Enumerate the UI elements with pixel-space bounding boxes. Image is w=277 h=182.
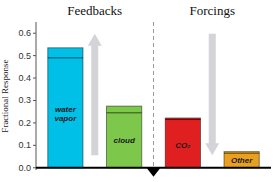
bar [224,152,259,168]
y-axis-label: Fractional Response [0,59,10,132]
y-tick-label: 0.1 [18,140,31,150]
bar-label-line: vapor [54,114,77,123]
y-tick [33,78,36,79]
y-tick [33,167,36,168]
y-tick-label: 0.4 [18,73,31,83]
bar-label: CO₂ [175,141,190,150]
y-tick [33,55,36,56]
bar-label: watervapor [54,105,77,123]
y-tick [33,122,36,123]
bars [48,48,260,168]
bar-label: Other [231,156,253,165]
fulcrum [147,168,161,177]
bar [107,106,142,168]
section-label: Forcings [190,3,236,18]
section-label: Feedbacks [67,3,122,18]
bar-label-line: CO₂ [175,141,190,150]
arrow-up [88,34,102,155]
bar-label-line: Other [231,156,253,165]
bar-label-line: cloud [113,136,135,145]
y-tick-label: 0.0 [18,163,31,173]
bar [48,48,83,168]
y-tick [33,145,36,146]
y-axis [36,22,37,170]
arrow-down [205,34,219,155]
chart: 0.0 0.1 0.2 0.3 0.4 0.5 0.6 Fractional Response… [0,0,277,182]
inner-level [165,119,200,120]
y-tick-label: 0.2 [18,118,31,128]
divider [153,22,154,170]
y-tick-label: 0.5 [18,51,31,61]
inner-level [107,112,142,113]
y-tick-label: 0.3 [18,95,31,105]
bar-label: cloud [113,136,135,145]
inner-level [48,57,83,58]
y-tick-label: 0.6 [18,28,31,38]
y-tick [33,33,36,34]
y-tick [33,100,36,101]
inner-level [224,153,259,154]
bar-label-line: water [55,105,77,114]
bar [165,118,200,168]
